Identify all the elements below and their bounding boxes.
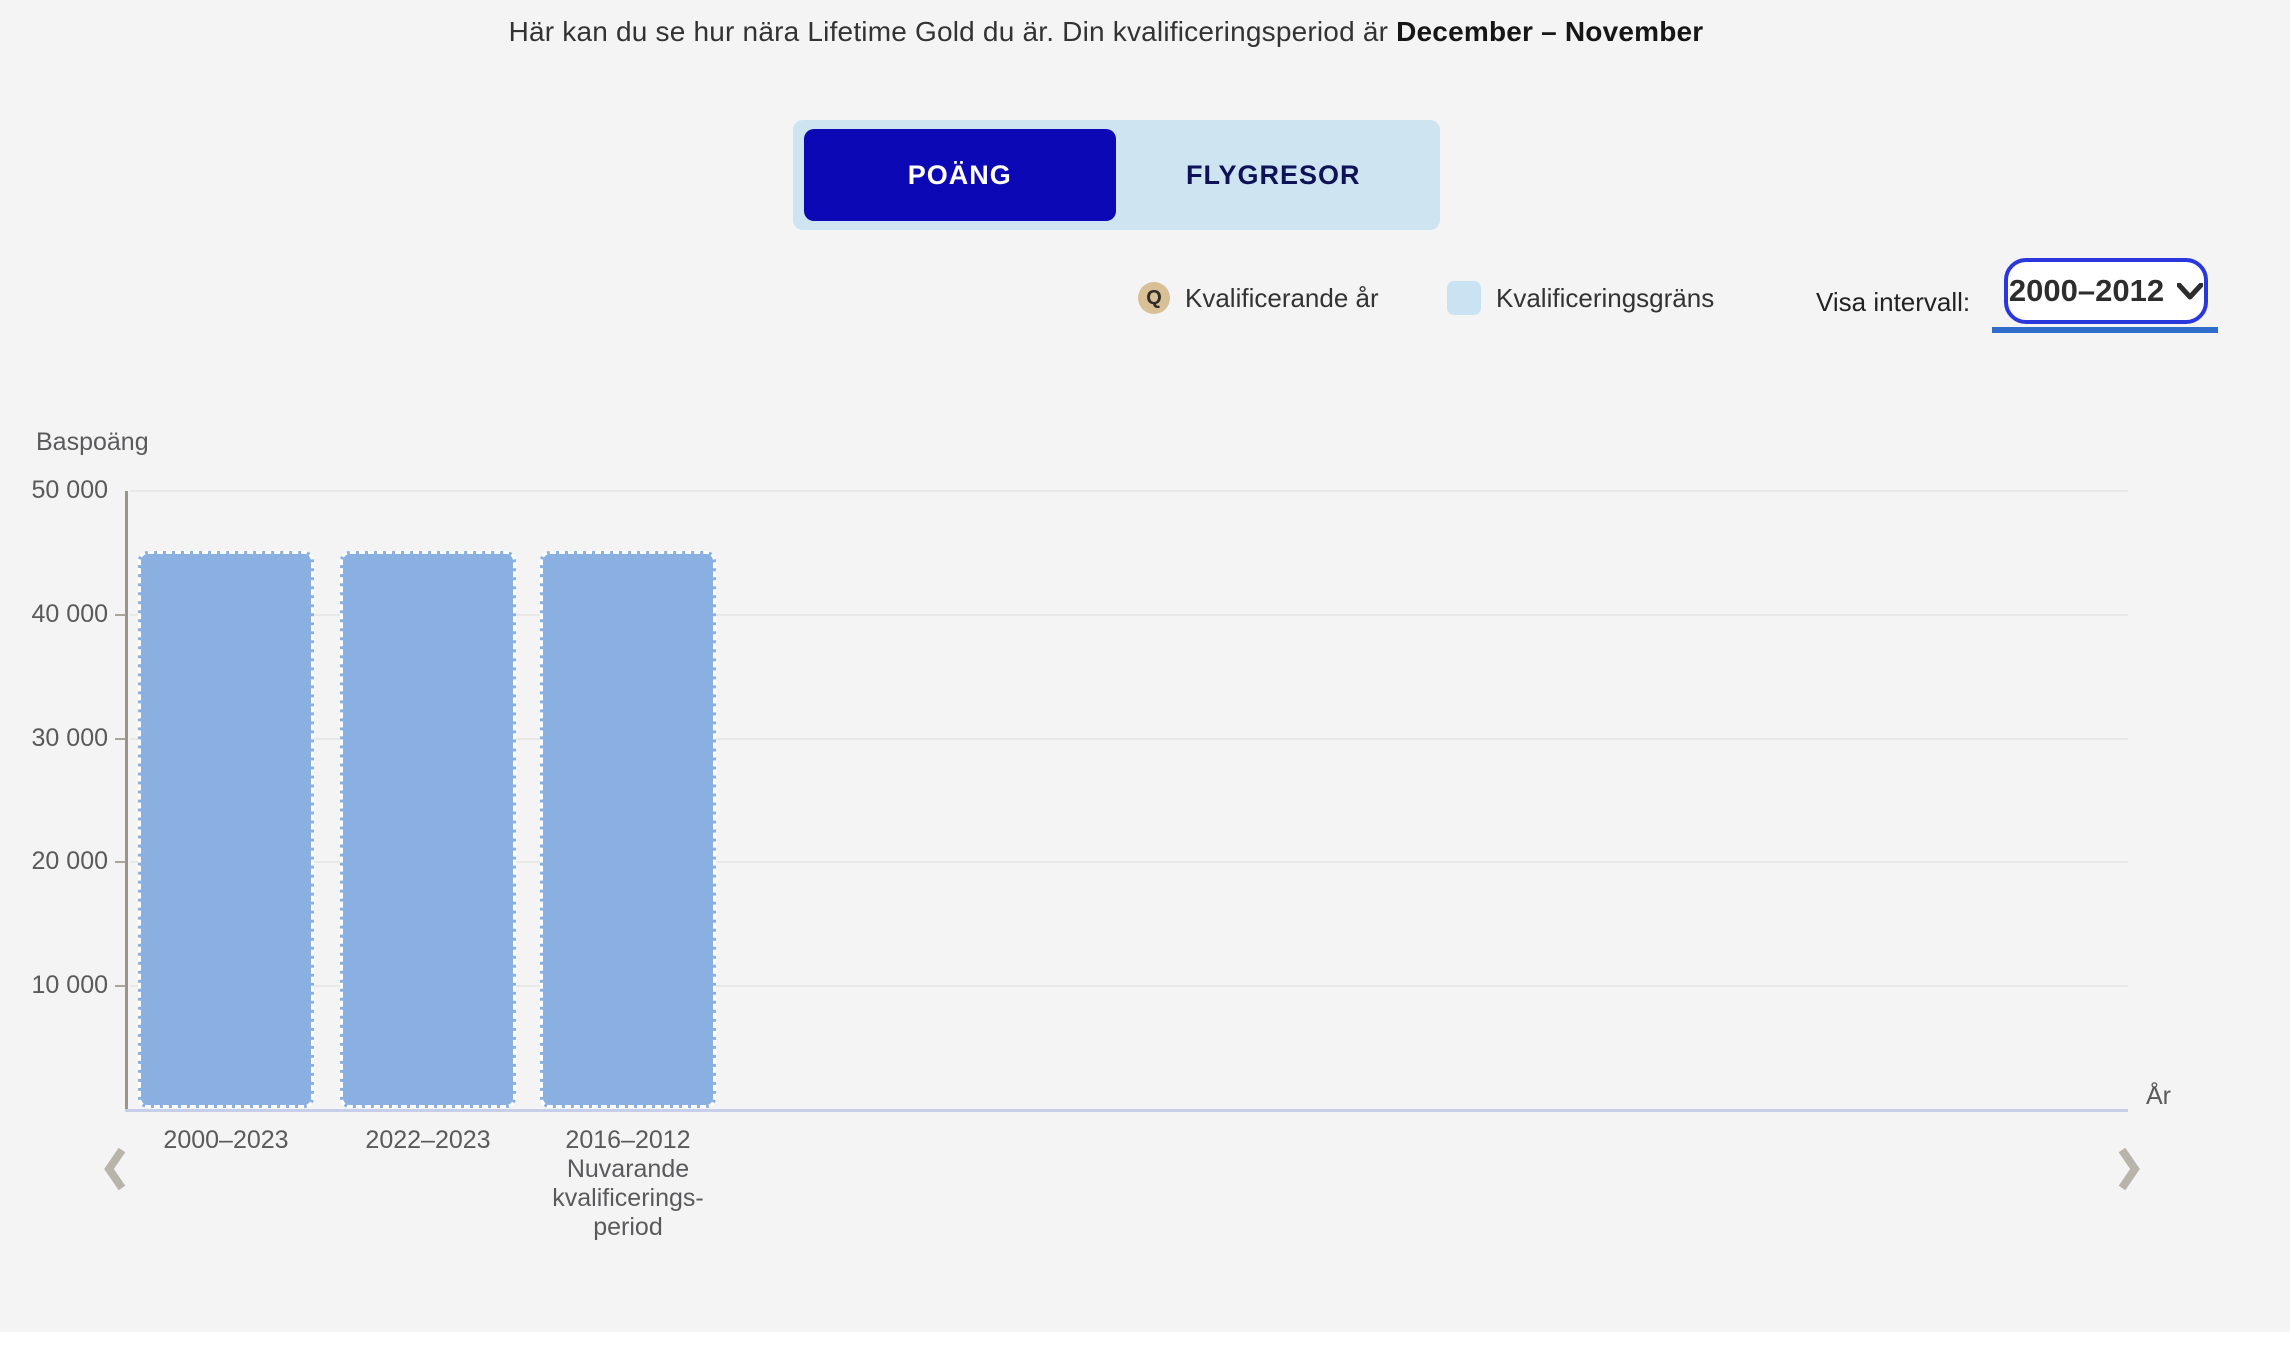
page-title: Här kan du se hur nära Lifetime Gold du …	[0, 16, 2212, 48]
x-tick-label-line: 2016–2012	[565, 1126, 691, 1154]
tab-poang[interactable]: POÄNG	[804, 129, 1116, 221]
interval-select-value: 2000–2012	[2008, 273, 2165, 308]
y-tick-mark	[115, 738, 125, 740]
y-tick-label: 50 000	[31, 476, 108, 504]
interval-select-underline	[1992, 327, 2218, 333]
x-axis-title: År	[2146, 1082, 2171, 1110]
bar-2016–2012[interactable]	[540, 551, 716, 1108]
gridline	[130, 985, 2128, 987]
legend-kvalificeringsgrans: Kvalificeringsgräns	[1447, 281, 1714, 315]
chevron-right-icon[interactable]	[2118, 1146, 2140, 1195]
gridline	[130, 490, 2128, 492]
y-tick-label: 20 000	[31, 847, 108, 875]
y-tick-mark	[115, 614, 125, 616]
chevron-left-icon[interactable]	[104, 1146, 126, 1195]
x-tick-label-line: 2000–2023	[163, 1126, 289, 1154]
threshold-swatch-icon	[1447, 281, 1481, 315]
x-tick-label: 2016–2012 Nuvarande kvalificerings-period	[468, 1126, 788, 1242]
x-tick-label-line: Nuvarande	[566, 1155, 690, 1183]
page-title-intro: Här kan du se hur nära Lifetime Gold du …	[508, 16, 1397, 47]
x-tick-label: 2022–2023	[268, 1126, 588, 1155]
x-tick-label-line: kvalificerings-	[552, 1184, 704, 1212]
x-tick-label-line: 2022–2023	[365, 1126, 491, 1154]
q-badge-icon: Q	[1138, 282, 1170, 314]
legend-label-kvalificeringsgrans: Kvalificeringsgräns	[1496, 282, 1715, 313]
interval-label: Visa intervall:	[1816, 287, 1971, 317]
gridline	[130, 614, 2128, 616]
y-axis-line	[125, 491, 128, 1111]
x-tick-label: 2000–2023	[66, 1126, 386, 1155]
x-tick-label-line: period	[593, 1213, 663, 1241]
chevron-down-icon	[2177, 282, 2204, 299]
y-tick-label: 10 000	[31, 971, 108, 999]
gridline	[130, 861, 2128, 863]
bottom-strip	[0, 1332, 2290, 1348]
tab-group: POÄNG FLYGRESOR	[793, 120, 1440, 230]
legend-label-kvalificerande-ar: Kvalificerande år	[1185, 282, 1379, 313]
interval-select[interactable]: 2000–2012	[2004, 258, 2208, 324]
bar-2000–2023[interactable]	[138, 551, 314, 1108]
y-tick-label: 40 000	[31, 600, 108, 628]
gridline	[130, 738, 2128, 740]
y-axis-title: Baspoäng	[36, 428, 149, 456]
y-tick-label: 30 000	[31, 724, 108, 752]
bar-2022–2023[interactable]	[340, 551, 516, 1108]
x-axis-line	[125, 1109, 2128, 1112]
y-tick-mark	[115, 861, 125, 863]
y-tick-mark	[115, 985, 125, 987]
legend-kvalificerande-ar: Q Kvalificerande år	[1138, 281, 1379, 315]
qualification-period: December – November	[1396, 16, 1704, 47]
tab-flygresor[interactable]: FLYGRESOR	[1118, 129, 1430, 221]
